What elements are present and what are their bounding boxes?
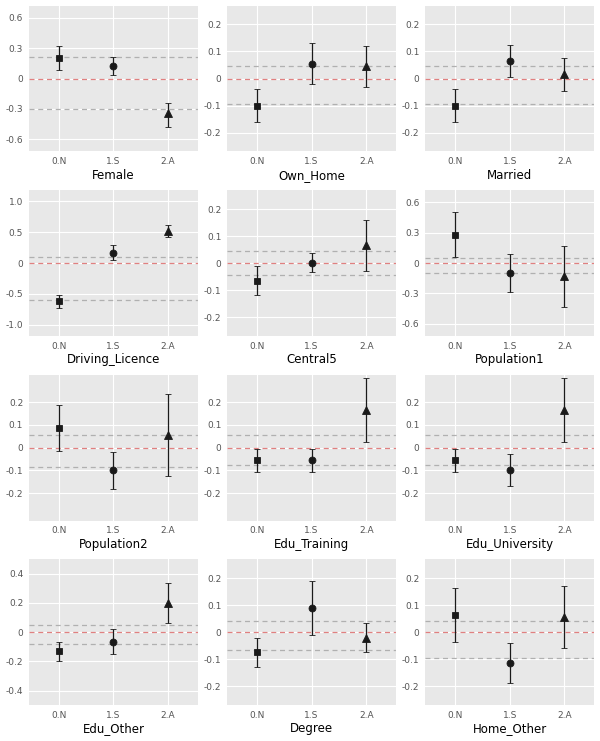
X-axis label: Edu_University: Edu_University bbox=[466, 538, 554, 551]
X-axis label: Central5: Central5 bbox=[286, 353, 337, 366]
X-axis label: Edu_Other: Edu_Other bbox=[82, 722, 145, 736]
X-axis label: Own_Home: Own_Home bbox=[278, 169, 345, 182]
X-axis label: Driving_Licence: Driving_Licence bbox=[67, 353, 160, 366]
X-axis label: Population2: Population2 bbox=[79, 538, 148, 551]
X-axis label: Degree: Degree bbox=[290, 722, 333, 736]
X-axis label: Population1: Population1 bbox=[475, 353, 545, 366]
X-axis label: Female: Female bbox=[92, 169, 135, 182]
X-axis label: Married: Married bbox=[487, 169, 532, 182]
X-axis label: Edu_Training: Edu_Training bbox=[274, 538, 349, 551]
X-axis label: Home_Other: Home_Other bbox=[473, 722, 547, 736]
